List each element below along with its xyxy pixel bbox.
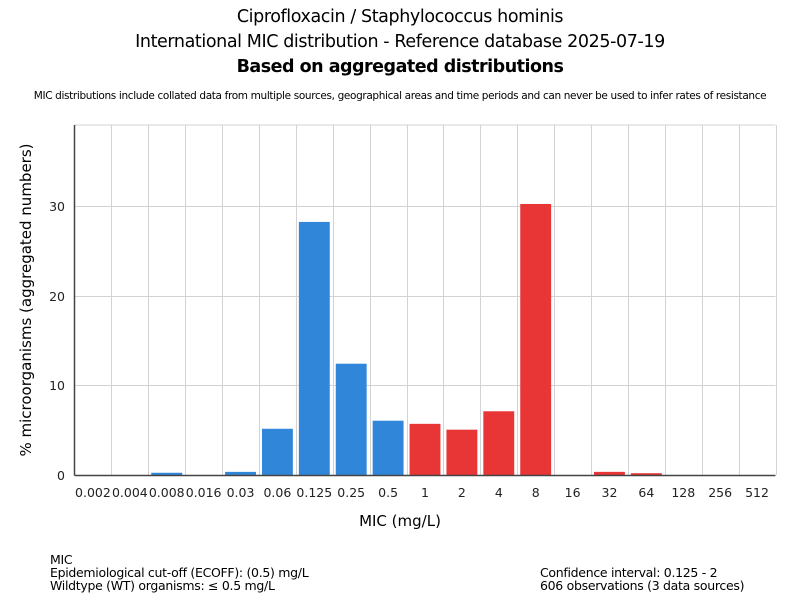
footer-observations: 606 observations (3 data sources): [540, 578, 745, 593]
bar-mic-64: [630, 473, 662, 475]
bar-mic-0.03: [225, 471, 256, 475]
x-tick-label: 0.008: [149, 485, 185, 500]
bars: [151, 203, 662, 475]
footer-mic-label: MIC: [50, 552, 73, 567]
bar-mic-1: [409, 423, 441, 475]
footer-wildtype: Wildtype (WT) organisms: ≤ 0.5 mg/L: [50, 578, 275, 593]
footer-ecoff: Epidemiological cut-off (ECOFF): (0.5) m…: [50, 565, 309, 580]
chart-title-database: International MIC distribution - Referen…: [135, 32, 665, 52]
footer-observations-info: Confidence interval: 0.125 - 2 606 obser…: [540, 566, 744, 592]
x-tick-label: 0.06: [263, 485, 291, 500]
bar-mic-4: [483, 411, 515, 475]
axes: [73, 125, 776, 477]
x-tick-label: 16: [565, 485, 581, 500]
bar-mic-2: [446, 429, 478, 475]
chart-title: Ciprofloxacin / Staphylococcus hominis: [236, 7, 564, 27]
y-axis-title: % microorganisms (aggregated numbers): [17, 143, 35, 456]
x-tick-label: 32: [602, 485, 618, 500]
x-tick-label: 0.25: [337, 485, 365, 500]
x-tick-label: 0.004: [112, 485, 148, 500]
chart-subtitle-disclaimer: MIC distributions include collated data …: [33, 90, 767, 102]
x-tick-label: 64: [638, 485, 654, 500]
y-tick-label: 20: [49, 289, 65, 304]
x-tick-label: 0.5: [378, 485, 398, 500]
x-tick-label: 512: [745, 485, 769, 500]
x-tick-label: 0.016: [186, 485, 222, 500]
x-tick-label: 1: [421, 485, 429, 500]
footer-confidence-interval: Confidence interval: 0.125 - 2: [540, 565, 718, 580]
bar-mic-0.06: [261, 428, 293, 475]
grid-lines: [74, 124, 777, 475]
bar-mic-8: [520, 203, 552, 475]
bar-mic-0.25: [335, 363, 367, 475]
x-tick-label: 0.03: [227, 485, 255, 500]
x-axis-title: MIC (mg/L): [359, 512, 441, 530]
y-tick-label: 0: [57, 468, 65, 483]
tick-labels: 0 10 20 30 0.002 0.004 0.008 0.016 0.03 0.06 0.125…: [49, 199, 769, 500]
x-tick-label: 2: [458, 485, 466, 500]
x-tick-label: 0.002: [75, 485, 111, 500]
x-tick-label: 8: [532, 485, 540, 500]
y-tick-label: 10: [49, 378, 65, 393]
y-tick-label: 30: [49, 199, 65, 214]
footer-ecoff-info: MIC Epidemiological cut-off (ECOFF): (0.…: [50, 552, 309, 593]
bar-mic-32: [594, 471, 625, 475]
chart-title-basis: Based on aggregated distributions: [236, 57, 564, 77]
x-tick-label: 0.125: [296, 485, 332, 500]
x-tick-label: 4: [495, 485, 503, 500]
x-tick-label: 256: [708, 485, 732, 500]
x-tick-label: 128: [671, 485, 695, 500]
bar-mic-0.008: [151, 472, 183, 475]
bar-mic-0.125: [298, 221, 330, 475]
bar-mic-0.5: [372, 420, 404, 475]
